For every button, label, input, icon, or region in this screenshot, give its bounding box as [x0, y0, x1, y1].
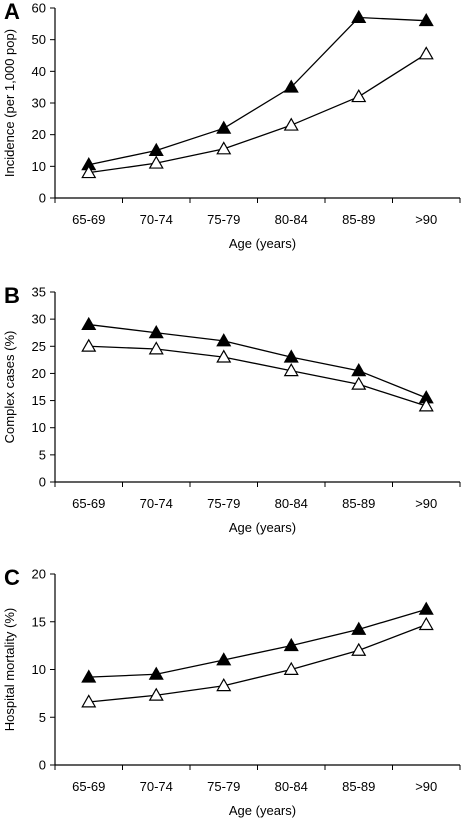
y-tick-label: 50: [32, 32, 46, 47]
panel-letter: C: [4, 565, 20, 590]
open-triangle-point: [351, 88, 367, 103]
y-axis-title: Incidence (per 1,000 pop): [2, 29, 17, 177]
filled-triangle-point: [283, 79, 299, 93]
y-tick-label: 10: [32, 159, 46, 174]
series-line-open: [88, 345, 427, 407]
open-triangle-point: [148, 687, 164, 701]
open-triangle-point: [81, 164, 97, 179]
x-tick-label: >90: [415, 496, 437, 511]
x-tick-label: 75-79: [207, 496, 240, 511]
x-tick-label: >90: [415, 779, 437, 794]
series-line-open: [88, 53, 427, 174]
filled-triangle-point: [351, 363, 367, 377]
x-tick-label: 70-74: [140, 779, 173, 794]
y-tick-label: 0: [39, 191, 46, 206]
x-tick-label: 85-89: [342, 496, 375, 511]
open-triangle-point: [351, 376, 367, 390]
y-tick-label: 5: [39, 710, 46, 725]
y-tick-label: 0: [39, 475, 46, 490]
open-triangle-point: [81, 338, 97, 352]
y-axis-title: Complex cases (%): [2, 331, 17, 444]
x-tick-label: 65-69: [72, 779, 105, 794]
x-tick-label: 80-84: [275, 212, 308, 227]
x-axis-title: Age (years): [229, 236, 296, 251]
filled-triangle-point: [216, 120, 232, 134]
filled-triangle-point: [148, 325, 164, 339]
filled-triangle-point: [418, 12, 434, 27]
filled-triangle-point: [148, 666, 164, 680]
y-tick-label: 25: [32, 339, 46, 354]
filled-triangle-point: [351, 621, 367, 635]
y-tick-label: 5: [39, 447, 46, 462]
series-line-filled: [88, 323, 427, 399]
x-tick-label: 85-89: [342, 779, 375, 794]
open-triangle-point: [216, 349, 232, 363]
y-tick-label: 40: [32, 64, 46, 79]
x-axis-title: Age (years): [229, 520, 296, 535]
chart-panel-a: A 0 10 20 30 40 50 60 65-69 70-74 75-79 80-84 85-89 >…: [2, 0, 461, 251]
open-triangle-point: [418, 46, 434, 60]
y-tick-label: 10: [32, 662, 46, 677]
open-triangle-point: [216, 678, 232, 692]
open-triangle-point: [351, 642, 367, 656]
y-tick-label: 10: [32, 420, 46, 435]
filled-triangle-point: [81, 669, 97, 683]
series-line-filled: [88, 608, 427, 678]
open-triangle-point: [216, 141, 232, 155]
filled-triangle-point: [283, 349, 299, 363]
filled-triangle-point: [81, 316, 97, 331]
y-tick-label: 20: [32, 366, 46, 381]
filled-triangle-point: [216, 333, 232, 347]
chart-panel-c: C 0 5 10 15 20 65-69 70-74 75-79 80-84 85-89 >90 Age…: [2, 565, 461, 818]
open-triangle-point: [283, 363, 299, 377]
series-line-filled: [88, 16, 427, 166]
filled-triangle-point: [418, 601, 434, 615]
open-triangle-point: [283, 117, 299, 131]
open-triangle-point: [418, 616, 434, 631]
filled-triangle-point: [216, 652, 232, 666]
open-triangle-point: [283, 661, 299, 675]
x-tick-label: 70-74: [140, 496, 173, 511]
y-axis-title: Hospital mortality (%): [2, 608, 17, 732]
filled-triangle-point: [148, 142, 164, 156]
y-tick-label: 20: [32, 127, 46, 142]
open-triangle-point: [148, 155, 164, 169]
y-tick-label: 15: [32, 393, 46, 408]
y-tick-label: 30: [32, 96, 46, 111]
x-axis-title: Age (years): [229, 803, 296, 818]
open-triangle-point: [418, 398, 434, 412]
panel-letter: A: [4, 0, 20, 24]
panel-letter: B: [4, 283, 20, 308]
open-triangle-point: [81, 694, 97, 708]
series-line-open: [88, 624, 427, 703]
x-tick-label: >90: [415, 212, 437, 227]
y-tick-label: 30: [32, 312, 46, 327]
x-tick-label: 85-89: [342, 212, 375, 227]
x-tick-label: 65-69: [72, 496, 105, 511]
open-triangle-point: [148, 341, 164, 355]
chart-panel-b: B 0 5 10 15 20 25 30 35 65-69 70-74 75-79 80-84 85-89…: [2, 283, 461, 535]
x-tick-label: 80-84: [275, 779, 308, 794]
y-tick-label: 0: [39, 758, 46, 773]
filled-triangle-point: [351, 9, 367, 23]
y-tick-label: 60: [32, 1, 46, 16]
y-tick-label: 15: [32, 614, 46, 629]
x-tick-label: 80-84: [275, 496, 308, 511]
y-tick-label: 35: [32, 285, 46, 300]
x-tick-label: 65-69: [72, 212, 105, 227]
x-tick-label: 70-74: [140, 212, 173, 227]
x-tick-label: 75-79: [207, 779, 240, 794]
filled-triangle-point: [283, 637, 299, 652]
y-tick-label: 20: [32, 567, 46, 582]
x-tick-label: 75-79: [207, 212, 240, 227]
